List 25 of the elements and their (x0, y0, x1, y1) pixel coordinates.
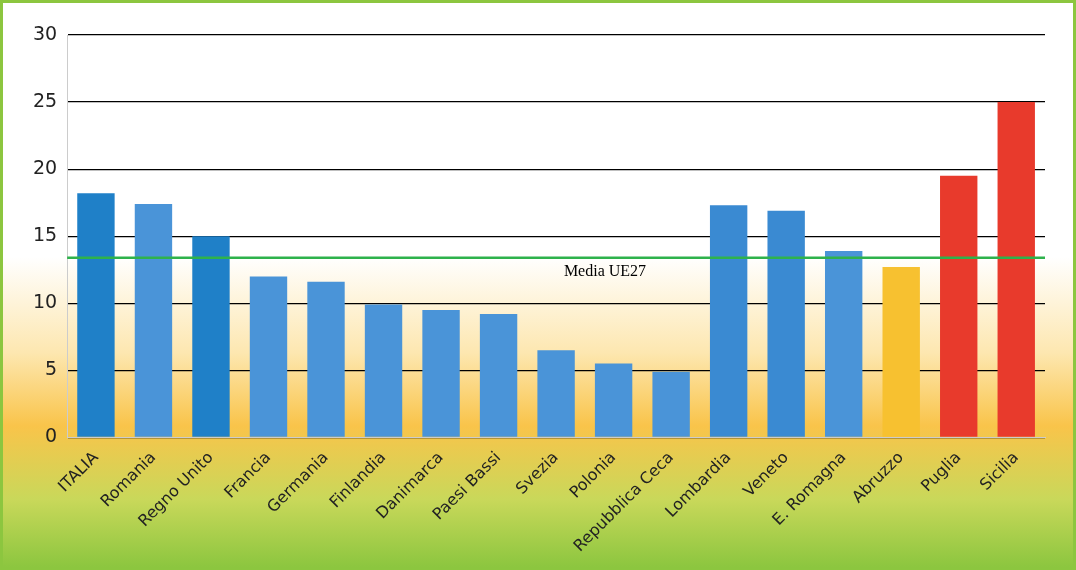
bar (134, 203, 173, 437)
bar (77, 193, 115, 437)
bar (824, 250, 863, 437)
bar (479, 313, 518, 437)
y-tick-label: 30 (32, 21, 58, 44)
y-tick-label: 25 (32, 89, 58, 111)
y-tick-label: 20 (32, 156, 58, 179)
bar (997, 102, 1035, 437)
y-tick-label: 5 (45, 357, 58, 380)
bar (192, 236, 230, 437)
bar (307, 281, 345, 437)
y-tick-label: 10 (32, 290, 58, 313)
bar (882, 267, 920, 437)
bar (767, 210, 805, 437)
y-tick-label: 15 (32, 223, 58, 246)
bar (652, 371, 690, 437)
bar (537, 350, 575, 437)
bar (594, 363, 633, 437)
bar (249, 276, 288, 437)
bar (940, 175, 978, 437)
bar (422, 309, 460, 437)
ref-line-label: Media UE27 (563, 261, 647, 279)
y-tick-label: 0 (45, 424, 58, 447)
bar (364, 304, 403, 437)
bar (709, 205, 748, 437)
